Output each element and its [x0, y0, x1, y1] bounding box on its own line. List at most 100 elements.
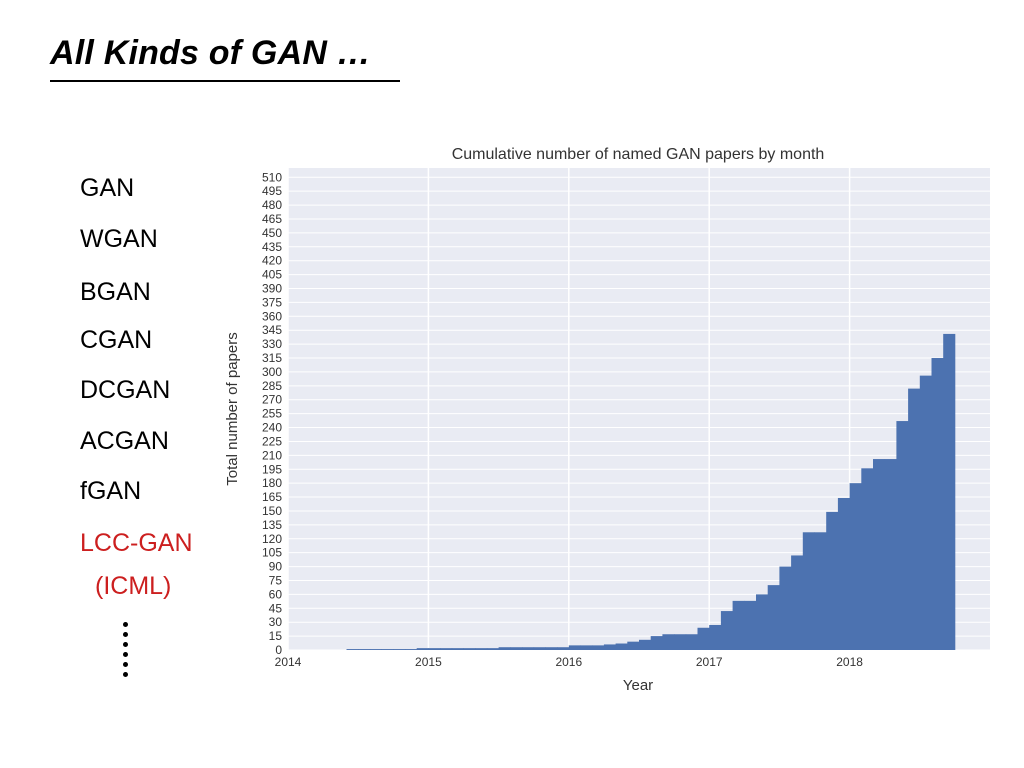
bars	[346, 333, 956, 650]
bar-2015-10	[533, 647, 546, 650]
gan-list-item-venue: (ICML)	[95, 572, 172, 600]
bar-2016-07	[639, 639, 652, 650]
bar-2017-05	[756, 594, 769, 650]
x-tick-label: 2015	[415, 655, 442, 669]
bar-2016-08	[650, 636, 663, 650]
x-tick-label: 2018	[836, 655, 863, 669]
gan-list-item: GAN	[80, 174, 135, 202]
bar-2015-11	[545, 647, 558, 650]
bar-2015-05	[475, 648, 488, 650]
bar-2016-01	[568, 645, 581, 650]
bar-2018-04	[884, 459, 897, 650]
y-tick-label: 60	[269, 587, 283, 601]
bar-2018-02	[861, 468, 874, 650]
bar-2018-08	[931, 358, 944, 650]
y-tick-label: 510	[262, 170, 282, 184]
bar-2014-08	[369, 649, 382, 650]
y-tick-label: 450	[262, 226, 282, 240]
bar-2017-11	[826, 511, 839, 650]
bar-2018-03	[873, 459, 886, 650]
gan-list-item: CGAN	[80, 326, 153, 354]
x-tick-label: 2017	[696, 655, 723, 669]
bar-2017-12	[837, 497, 850, 650]
y-tick-label: 375	[262, 295, 282, 309]
gan-list-item: fGAN	[80, 477, 142, 505]
bar-2015-04	[463, 648, 476, 650]
bar-2017-08	[791, 555, 804, 650]
gan-papers-chart: Cumulative number of named GAN papers by…	[224, 146, 990, 694]
ellipsis-dots	[116, 622, 136, 678]
bar-2016-12	[697, 627, 710, 650]
bar-2016-05	[615, 643, 628, 650]
bar-2017-03	[732, 600, 745, 650]
y-tick-label: 330	[262, 337, 282, 351]
bar-2017-06	[767, 585, 780, 650]
bar-2018-06	[908, 388, 921, 650]
y-tick-label: 495	[262, 184, 282, 198]
y-tick-label: 240	[262, 421, 282, 435]
title-underline	[50, 80, 400, 82]
gan-list-item: BGAN	[80, 278, 151, 306]
bar-2015-06	[486, 648, 499, 650]
y-tick-label: 435	[262, 240, 282, 254]
y-tick-label: 195	[262, 462, 282, 476]
y-tick-label: 30	[269, 615, 283, 629]
y-tick-labels: 0153045607590105120135150165180195210225…	[262, 170, 282, 657]
y-tick-label: 45	[269, 601, 283, 615]
slide-title: All Kinds of GAN …	[50, 34, 371, 72]
gan-list-item: WGAN	[80, 225, 158, 253]
y-tick-label: 90	[269, 560, 283, 574]
bar-2016-04	[603, 644, 616, 650]
y-tick-label: 420	[262, 254, 282, 268]
y-tick-label: 315	[262, 351, 282, 365]
bar-2016-10	[674, 634, 687, 650]
y-tick-label: 165	[262, 490, 282, 504]
y-tick-label: 210	[262, 448, 282, 462]
bar-2015-12	[557, 647, 570, 650]
bar-2017-01	[709, 624, 722, 650]
chart-title: Cumulative number of named GAN papers by…	[452, 146, 825, 163]
y-tick-label: 255	[262, 407, 282, 421]
bar-2014-11	[405, 649, 418, 650]
y-tick-label: 285	[262, 379, 282, 393]
bar-2016-02	[580, 645, 593, 650]
bar-2018-01	[849, 483, 862, 650]
bar-2014-10	[393, 649, 406, 650]
bar-2015-07	[498, 647, 511, 650]
x-tick-labels: 2014 2015 2016 2017 2018	[275, 655, 864, 669]
y-tick-label: 75	[269, 573, 283, 587]
y-tick-label: 105	[262, 546, 282, 560]
y-tick-label: 360	[262, 309, 282, 323]
bar-2016-06	[627, 641, 640, 650]
bar-2018-05	[896, 421, 909, 650]
x-axis-label: Year	[623, 677, 653, 694]
y-tick-label: 0	[275, 643, 282, 657]
bar-2014-12	[416, 648, 429, 650]
bar-2015-01	[428, 648, 441, 650]
gan-list-item-highlighted: LCC-GAN	[80, 529, 193, 557]
y-tick-label: 225	[262, 434, 282, 448]
y-tick-label: 180	[262, 476, 282, 490]
bar-2014-07	[358, 649, 371, 650]
bar-2015-02	[440, 648, 453, 650]
x-tick-label: 2014	[275, 655, 302, 669]
gan-list-item: ACGAN	[80, 427, 169, 455]
y-tick-label: 405	[262, 268, 282, 282]
y-tick-label: 300	[262, 365, 282, 379]
bar-2014-06	[346, 649, 359, 650]
bar-2017-09	[802, 532, 815, 650]
bar-2016-09	[662, 634, 675, 650]
bar-2016-03	[592, 645, 605, 650]
y-tick-label: 120	[262, 532, 282, 546]
y-tick-label: 465	[262, 212, 282, 226]
bar-2018-09	[943, 333, 956, 650]
y-tick-label: 345	[262, 323, 282, 337]
y-tick-label: 390	[262, 282, 282, 296]
bar-2017-07	[779, 566, 792, 650]
x-tick-label: 2016	[555, 655, 582, 669]
bar-2017-02	[720, 611, 733, 650]
y-tick-label: 135	[262, 518, 282, 532]
bar-2016-11	[685, 634, 698, 650]
bar-2015-08	[510, 647, 523, 650]
y-tick-label: 270	[262, 393, 282, 407]
